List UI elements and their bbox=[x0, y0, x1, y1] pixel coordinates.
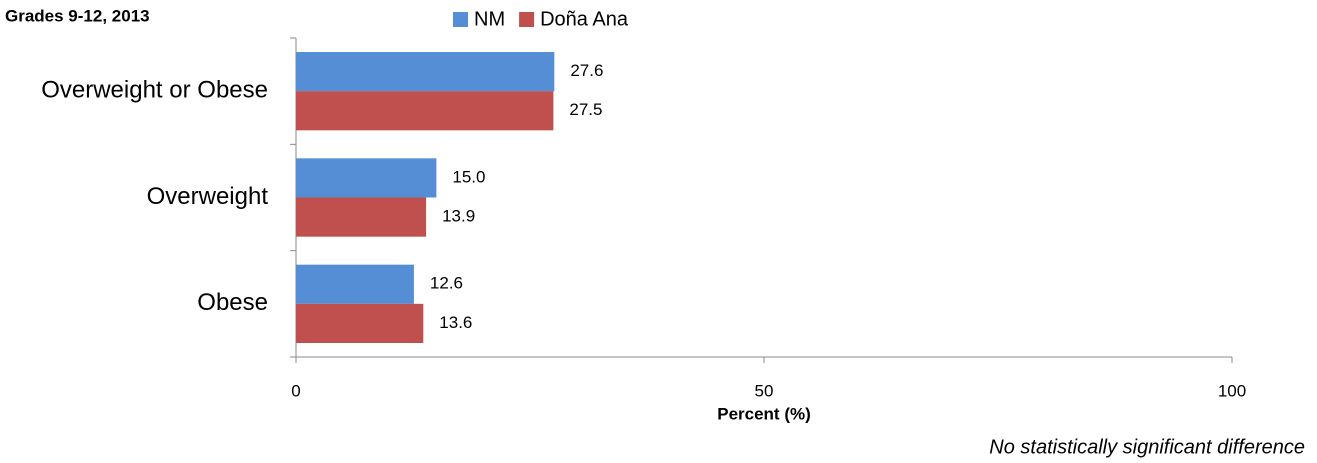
legend-swatch bbox=[519, 12, 535, 27]
bar bbox=[296, 197, 427, 237]
data-label: 27.6 bbox=[570, 61, 603, 80]
data-label: 13.6 bbox=[439, 313, 472, 332]
x-tick-label: 50 bbox=[755, 381, 774, 400]
legend-swatch bbox=[453, 12, 468, 27]
annotation: No statistically significant difference bbox=[989, 436, 1305, 458]
bar bbox=[296, 91, 554, 131]
bar bbox=[296, 52, 555, 92]
bar bbox=[296, 303, 424, 343]
bar bbox=[296, 158, 437, 198]
x-tick-label: 0 bbox=[291, 381, 300, 400]
bar bbox=[296, 264, 414, 304]
data-label: 27.5 bbox=[569, 100, 602, 119]
data-label: 15.0 bbox=[452, 167, 485, 186]
x-axis-label: Percent (%) bbox=[717, 404, 811, 423]
data-label: 12.6 bbox=[430, 274, 463, 293]
y-tick-label: Obese bbox=[197, 289, 268, 316]
data-label: 13.9 bbox=[442, 207, 475, 226]
x-tick-label: 100 bbox=[1218, 381, 1246, 400]
chart-title: Grades 9-12, 2013 bbox=[5, 6, 150, 25]
y-tick-label: Overweight or Obese bbox=[41, 77, 268, 104]
legend-label: NM bbox=[474, 8, 505, 30]
legend-label: Doña Ana bbox=[540, 8, 629, 30]
y-tick-label: Overweight bbox=[147, 183, 269, 210]
